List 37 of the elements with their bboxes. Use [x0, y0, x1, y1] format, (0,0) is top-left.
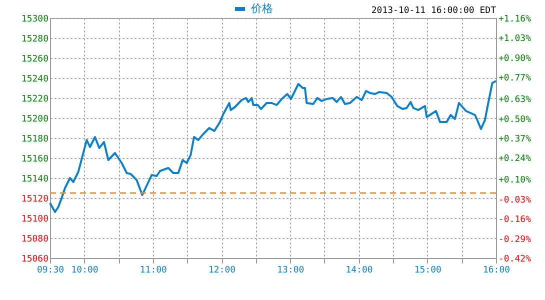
y-tick-label: 15160: [21, 154, 48, 164]
y-tick-label: 15260: [21, 54, 48, 64]
y2-tick-label: -0.42%: [498, 254, 532, 264]
y-tick-label: 15240: [21, 74, 48, 84]
y-tick-label: 15140: [21, 174, 48, 184]
y-tick-label: 15180: [21, 134, 48, 144]
y2-tick-label: +0.77%: [498, 74, 532, 84]
y2-tick-label: +0.24%: [498, 154, 532, 164]
y-tick-label: 15100: [21, 214, 48, 224]
x-tick-label: 16:00: [482, 266, 510, 276]
y2-tick-label: +0.10%: [498, 176, 532, 186]
x-tick-label: 13:00: [277, 266, 304, 276]
y2-tick-label: -0.16%: [498, 215, 532, 226]
y-tick-label: 15300: [21, 14, 48, 24]
y-tick-label: 15220: [21, 94, 48, 104]
y-tick-label: 15200: [21, 114, 48, 124]
x-tick-label: 15:00: [414, 266, 442, 276]
y2-tick-label: +0.90%: [498, 54, 532, 64]
y-tick-label: 15060: [21, 254, 48, 264]
legend-label: 价格: [250, 3, 273, 15]
text: 2013-10-11 16:00:00 EDT: [371, 6, 497, 16]
y-tick-label: 15120: [21, 194, 48, 204]
x-tick-label: 09:30: [36, 266, 64, 276]
line-series: [49, 80, 497, 213]
y-tick-label: 15280: [21, 34, 48, 44]
y2-tick-label: -0.03%: [498, 195, 532, 206]
y2-tick-label: +1.03%: [498, 34, 532, 44]
y2-tick-label: -0.29%: [498, 234, 532, 245]
x-tick-label: 14:00: [346, 266, 373, 276]
x-tick-label: 12:00: [208, 266, 236, 276]
y2-tick-label: +1.16%: [498, 14, 532, 24]
y2-tick-label: +0.37%: [498, 134, 532, 144]
y2-tick-label: +0.50%: [498, 114, 532, 125]
y-tick-label: 15080: [21, 234, 48, 244]
x-tick-label: 11:00: [140, 266, 167, 276]
y2-tick-label: +0.63%: [498, 95, 532, 106]
x-tick-label: 10:00: [71, 266, 98, 276]
